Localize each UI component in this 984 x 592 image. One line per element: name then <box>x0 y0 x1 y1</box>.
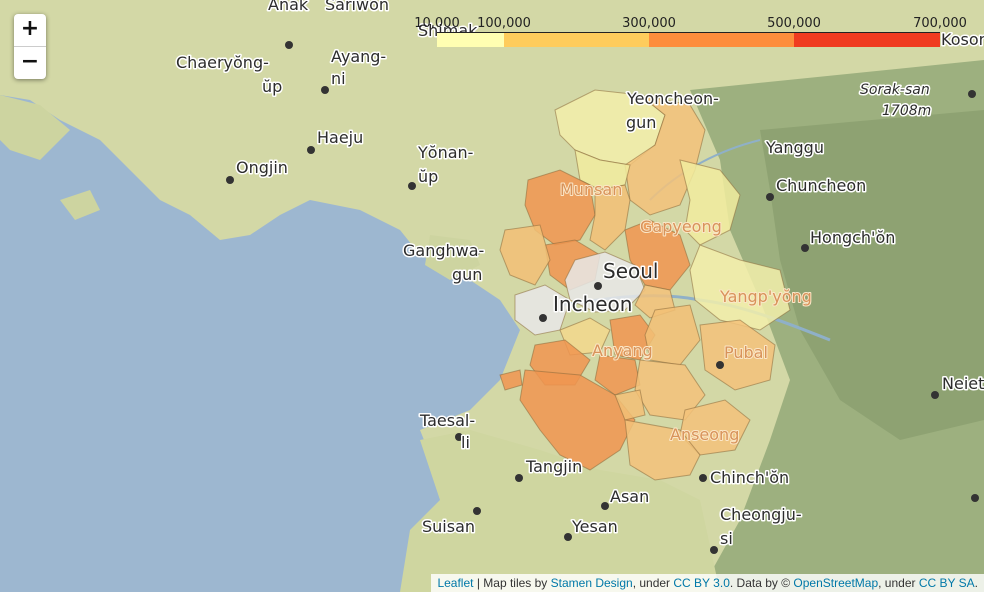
label-anyang: Anyang <box>592 341 653 360</box>
leaflet-link[interactable]: Leaflet <box>437 576 474 590</box>
label-tangjin: Tangjin <box>525 457 582 476</box>
label-yesan: Yesan <box>571 517 618 536</box>
attribution-text: , under <box>632 576 674 590</box>
label-sorak-2: 1708m <box>882 103 931 119</box>
region-gapyeong[interactable] <box>679 159 741 246</box>
label-sariwon: Sariwon <box>325 0 389 14</box>
region-ongjin-islet[interactable] <box>499 369 523 391</box>
label-yonan: Yŏnan- <box>417 143 473 162</box>
legend-swatch <box>794 33 940 47</box>
label-yangpyeong: Yangp'yŏng <box>719 287 812 306</box>
region-icheon[interactable] <box>699 319 776 391</box>
southern-land <box>400 430 720 592</box>
attribution-text: , under <box>878 576 919 590</box>
cc-by-link[interactable]: CC BY 3.0 <box>673 576 730 590</box>
region-pocheon[interactable] <box>624 94 706 216</box>
label-munsan: Munsan <box>560 180 622 199</box>
label-neiet: Neiet <box>942 374 984 393</box>
legend-ticks: 10,000 100,000 300,000 500,000 700,000 <box>414 16 967 32</box>
label-ongjin: Ongjin <box>236 158 288 177</box>
region-suwon[interactable] <box>594 354 641 396</box>
legend-tick: 10,000 <box>414 16 460 31</box>
label-yeoncheon-2: gun <box>626 113 656 132</box>
label-kosong: Kosong <box>941 30 984 49</box>
region-yangju[interactable] <box>589 184 631 251</box>
label-chuncheon: Chuncheon <box>776 176 866 195</box>
label-seoul: Seoul <box>603 259 658 283</box>
label-chaeryong-2: ŭp <box>262 77 282 96</box>
label-yanggu: Yanggu <box>765 138 824 157</box>
label-asan: Asan <box>610 487 649 506</box>
region-osan[interactable] <box>614 389 646 421</box>
label-anseong: Anseong <box>670 425 739 444</box>
zoom-in-button[interactable]: + <box>20 16 40 41</box>
label-haeju: Haeju <box>317 128 363 147</box>
label-chaeryong: Chaeryŏng- <box>176 53 269 72</box>
label-taesal-2: li <box>461 433 470 452</box>
label-anak: Anak <box>268 0 309 14</box>
attribution-text: . <box>974 576 978 590</box>
legend-swatch <box>504 33 649 47</box>
label-cheongju-2: si <box>720 529 733 548</box>
region-pyeongtaek[interactable] <box>624 419 701 481</box>
label-suisan: Suisan <box>422 517 475 536</box>
attribution-bar: Leaflet | Map tiles by Stamen Design, un… <box>431 574 984 592</box>
legend-swatch <box>649 33 794 47</box>
color-legend: 10,000 100,000 300,000 500,000 700,000 <box>414 16 967 47</box>
label-ganghwa: Ganghwa- <box>403 241 484 260</box>
city-markers <box>226 41 979 554</box>
legend-swatch <box>437 33 504 47</box>
legend-tick: 300,000 <box>622 16 676 31</box>
legend-color-bar <box>437 32 940 47</box>
label-pubal: Pubal <box>724 343 768 362</box>
label-hongchon: Hongch'ŏn <box>810 228 895 247</box>
label-sorak: Sorak-san <box>860 82 930 98</box>
label-yonan-2: ŭp <box>418 167 438 186</box>
attribution-text: . Data by © <box>729 576 794 590</box>
region-yangpyeong[interactable] <box>689 244 791 331</box>
stamen-link[interactable]: Stamen Design <box>550 576 633 590</box>
osm-link[interactable]: OpenStreetMap <box>793 576 879 590</box>
label-gapyeong: Gapyeong <box>640 217 722 236</box>
region-seoul[interactable] <box>564 251 646 313</box>
attribution-text: | Map tiles by <box>473 576 551 590</box>
legend-tick: 100,000 <box>477 16 531 31</box>
legend-tick: 700,000 <box>913 16 967 31</box>
label-chinchon: Chinch'ŏn <box>710 468 789 487</box>
zoom-control: + − <box>14 14 46 79</box>
region-paju[interactable] <box>524 169 596 246</box>
label-ganghwa-2: gun <box>452 265 482 284</box>
west-coast-islands <box>0 95 480 280</box>
label-ayang-2: ni <box>331 69 346 88</box>
label-incheon: Incheon <box>553 292 632 316</box>
legend-tick: 500,000 <box>767 16 821 31</box>
choropleth-layer[interactable] <box>499 89 791 481</box>
mountain-shade <box>760 110 984 440</box>
label-cheongju: Cheongju- <box>720 505 802 524</box>
region-hwaseong[interactable] <box>519 369 636 471</box>
label-yeoncheon: Yeoncheon- <box>626 89 719 108</box>
zoom-out-button[interactable]: − <box>14 46 46 79</box>
cc-by-sa-link[interactable]: CC BY SA <box>918 576 975 590</box>
label-ayang: Ayang- <box>331 47 386 66</box>
label-taesal: Taesal- <box>419 411 475 430</box>
region-gimpo[interactable] <box>499 224 551 286</box>
